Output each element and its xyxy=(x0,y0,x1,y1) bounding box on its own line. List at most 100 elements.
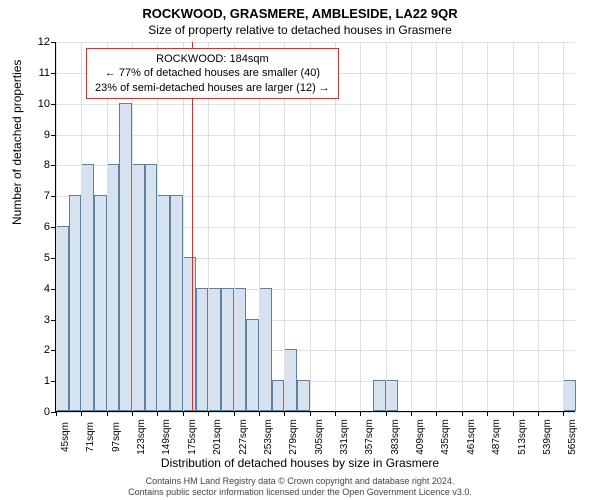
x-tick-label: 123sqm xyxy=(132,419,147,455)
x-tick-label: 565sqm xyxy=(563,419,578,455)
grid-line xyxy=(563,42,564,411)
x-tick xyxy=(56,411,57,416)
x-tick xyxy=(462,411,463,416)
x-tick xyxy=(132,411,133,416)
bar xyxy=(170,195,183,411)
x-tick xyxy=(310,411,311,416)
y-tick-label: 6 xyxy=(44,221,56,233)
chart-title: ROCKWOOD, GRASMERE, AMBLESIDE, LA22 9QR xyxy=(0,0,600,21)
x-tick-label: 409sqm xyxy=(411,419,426,455)
grid-line xyxy=(487,42,488,411)
grid-line xyxy=(56,412,575,413)
info-box: ROCKWOOD: 184sqm← 77% of detached houses… xyxy=(86,48,339,99)
x-tick-label: 175sqm xyxy=(183,419,198,455)
x-tick-label: 305sqm xyxy=(310,419,325,455)
footer-line1: Contains HM Land Registry data © Crown c… xyxy=(0,476,600,487)
y-tick-label: 5 xyxy=(44,252,56,264)
bar xyxy=(145,164,158,411)
grid-line xyxy=(513,42,514,411)
bar xyxy=(297,380,310,411)
x-tick xyxy=(81,411,82,416)
x-tick-label: 253sqm xyxy=(259,419,274,455)
grid-line xyxy=(538,42,539,411)
bar xyxy=(81,164,94,411)
x-tick-label: 383sqm xyxy=(386,419,401,455)
y-tick-label: 12 xyxy=(38,36,56,48)
x-tick-label: 513sqm xyxy=(513,419,528,455)
y-tick-label: 0 xyxy=(44,406,56,418)
bar xyxy=(94,195,107,411)
grid-line xyxy=(360,42,361,411)
x-tick-label: 357sqm xyxy=(360,419,375,455)
bar xyxy=(563,380,576,411)
x-tick-label: 227sqm xyxy=(234,419,249,455)
x-tick xyxy=(436,411,437,416)
bar xyxy=(284,349,297,411)
x-tick xyxy=(183,411,184,416)
x-tick xyxy=(284,411,285,416)
bar xyxy=(183,257,196,411)
x-tick xyxy=(335,411,336,416)
x-tick-label: 201sqm xyxy=(208,419,223,455)
bar xyxy=(272,380,285,411)
grid-line xyxy=(56,104,575,105)
x-tick-label: 331sqm xyxy=(335,419,350,455)
bar xyxy=(107,164,120,411)
y-tick-label: 3 xyxy=(44,314,56,326)
y-tick-label: 10 xyxy=(38,98,56,110)
x-tick xyxy=(487,411,488,416)
x-tick-label: 45sqm xyxy=(56,422,71,452)
info-line3: 23% of semi-detached houses are larger (… xyxy=(95,81,330,95)
bar xyxy=(157,195,170,411)
y-tick-label: 4 xyxy=(44,283,56,295)
bar xyxy=(208,288,221,411)
x-tick xyxy=(538,411,539,416)
bar xyxy=(56,226,69,411)
footer-attribution: Contains HM Land Registry data © Crown c… xyxy=(0,476,600,498)
y-tick-label: 1 xyxy=(44,375,56,387)
x-tick xyxy=(259,411,260,416)
grid-line xyxy=(56,135,575,136)
x-tick xyxy=(563,411,564,416)
bar xyxy=(132,164,145,411)
footer-line2: Contains public sector information licen… xyxy=(0,487,600,498)
y-tick-label: 8 xyxy=(44,159,56,171)
grid-line xyxy=(386,42,387,411)
grid-line xyxy=(411,42,412,411)
y-tick-label: 9 xyxy=(44,129,56,141)
x-tick-label: 149sqm xyxy=(157,419,172,455)
grid-line xyxy=(81,42,82,411)
y-tick-label: 7 xyxy=(44,190,56,202)
plot-area: 012345678910111245sqm71sqm97sqm123sqm149… xyxy=(55,42,575,412)
info-line1: ROCKWOOD: 184sqm xyxy=(95,52,330,66)
x-axis-label: Distribution of detached houses by size … xyxy=(0,456,600,470)
bar xyxy=(373,380,386,411)
x-tick-label: 487sqm xyxy=(487,419,502,455)
x-tick xyxy=(513,411,514,416)
bar xyxy=(234,288,247,411)
bar xyxy=(221,288,234,411)
bar xyxy=(259,288,272,411)
x-tick xyxy=(360,411,361,416)
x-tick xyxy=(234,411,235,416)
chart-container: ROCKWOOD, GRASMERE, AMBLESIDE, LA22 9QR … xyxy=(0,0,600,500)
x-tick xyxy=(411,411,412,416)
y-tick-label: 2 xyxy=(44,344,56,356)
grid-line xyxy=(56,42,575,43)
x-tick-label: 71sqm xyxy=(81,422,96,452)
x-tick xyxy=(208,411,209,416)
bar xyxy=(119,103,132,411)
x-tick-label: 435sqm xyxy=(436,419,451,455)
bar xyxy=(196,288,209,411)
x-tick-label: 539sqm xyxy=(538,419,553,455)
y-tick-label: 11 xyxy=(39,67,56,79)
bar xyxy=(386,380,399,411)
bar xyxy=(246,319,259,412)
x-tick xyxy=(107,411,108,416)
grid-line xyxy=(436,42,437,411)
bar xyxy=(69,195,82,411)
y-axis-label: Number of detached properties xyxy=(10,60,24,225)
x-tick-label: 279sqm xyxy=(284,419,299,455)
grid-line xyxy=(56,42,57,411)
chart-subtitle: Size of property relative to detached ho… xyxy=(0,21,600,41)
